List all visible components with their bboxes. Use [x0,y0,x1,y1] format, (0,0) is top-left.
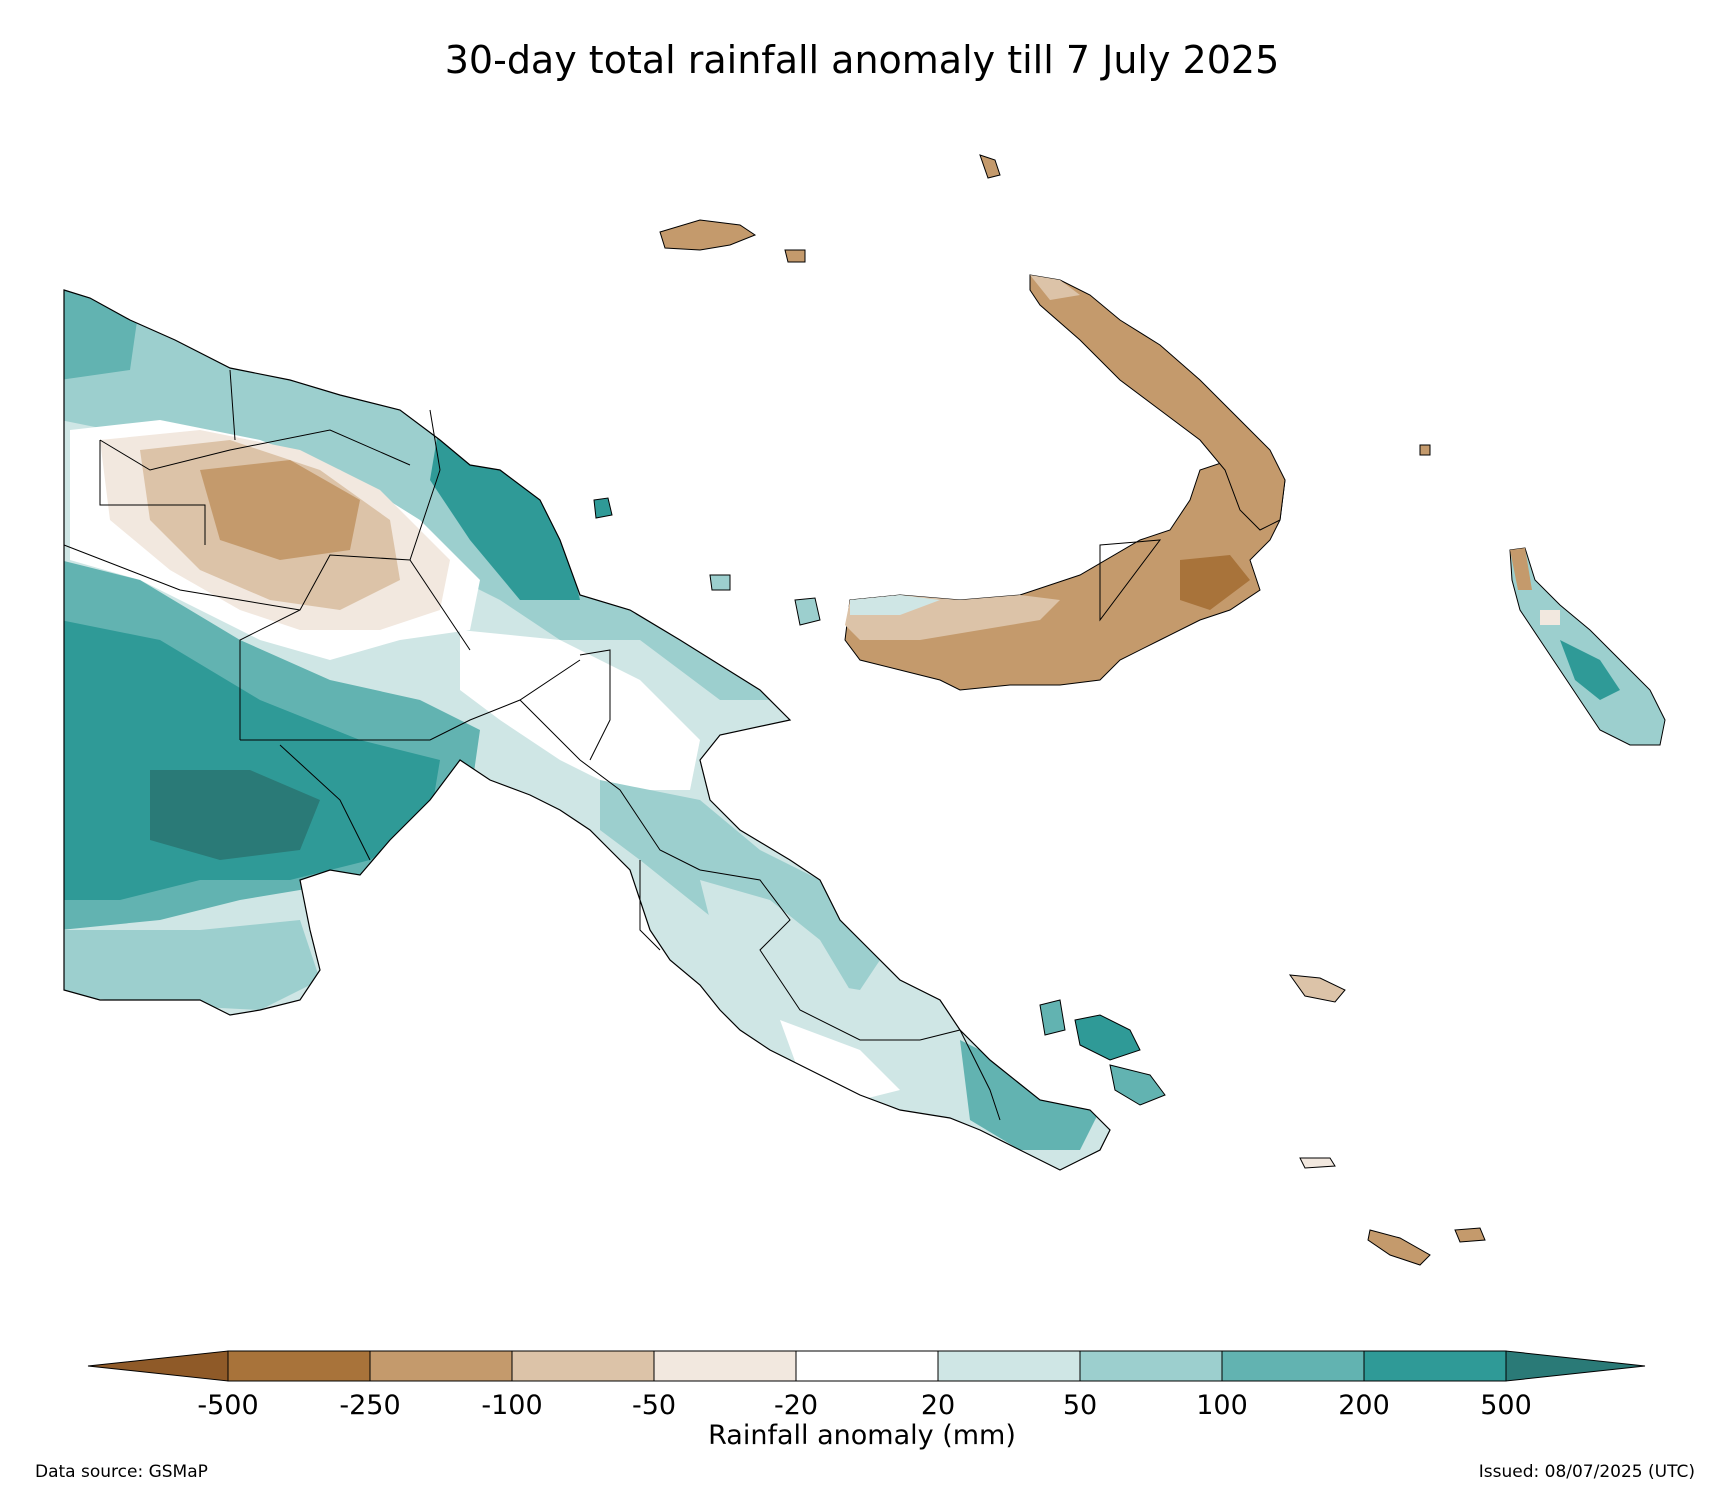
small-island [709,574,731,591]
mainland-coastline [63,289,1111,1171]
colorbar-tick-label: 20 [920,1390,956,1421]
manus-island [659,219,757,251]
small-island [1039,999,1066,1036]
colorbar-segment [653,1350,797,1382]
woodlark-island [1288,974,1346,1003]
data-source: Data source: GSMaP [35,1462,208,1482]
colorbar-segment [937,1350,1081,1382]
colorbar-segment [1079,1350,1223,1382]
colorbar-tick-label: 50 [1062,1390,1098,1421]
small-island [979,154,1001,179]
new-ireland [1029,274,1286,531]
colorbar-tick-label: -500 [197,1390,259,1421]
colorbar-segment [227,1350,371,1382]
province-borders [63,369,1001,1121]
colorbar-tick-label: -250 [339,1390,401,1421]
small-island [784,249,806,263]
colorbar-tick-label: 200 [1338,1390,1390,1421]
colorbar-tick-label: -100 [481,1390,543,1421]
colorbar-tick-label: -20 [773,1390,819,1421]
rossel-island [1367,1229,1431,1266]
bougainville [1509,547,1666,746]
goodenough-island [1074,1014,1141,1061]
colorbar-segment [1363,1350,1507,1382]
colorbar-segment [369,1350,513,1382]
small-island [1419,444,1431,456]
colorbar-tick-label: 100 [1196,1390,1248,1421]
new-britain [844,459,1286,691]
colorbar-segment [1221,1350,1365,1382]
colorbar-tick-label: -50 [631,1390,677,1421]
colorbar-tick-label: 500 [1480,1390,1532,1421]
colorbar-segment [511,1350,655,1382]
small-island [593,497,613,519]
small-island [1454,1227,1486,1243]
colorbar-extend-over [1505,1350,1646,1382]
colorbar-extend-under [87,1350,229,1382]
small-island [1299,1157,1336,1169]
map-title: 30-day total rainfall anomaly till 7 Jul… [444,38,1280,82]
colorbar-label: Rainfall anomaly (mm) [708,1420,1016,1451]
small-island [794,597,821,626]
fergusson-island [1109,1064,1166,1106]
colorbar-segment [795,1350,939,1382]
issued-date: Issued: 08/07/2025 (UTC) [1478,1462,1695,1482]
